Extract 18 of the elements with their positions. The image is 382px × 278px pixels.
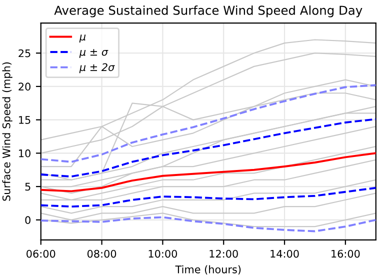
- y-axis-title: Surface Wind Speed (mph): [2, 62, 12, 201]
- y-tick-label: 5: [25, 182, 30, 191]
- x-axis-title: Time (hours): [175, 265, 241, 275]
- legend-label: μ ± 2σ: [79, 63, 115, 74]
- x-tick-label: 06:00: [26, 250, 56, 258]
- y-tick-label: 25: [18, 49, 30, 58]
- x-tick-label: 10:00: [148, 250, 178, 258]
- x-tick-label: 12:00: [210, 250, 238, 258]
- y-tick-label: 10: [19, 149, 30, 158]
- x-tick-label: 14:00: [270, 250, 299, 258]
- x-tick-label: 16:00: [332, 250, 360, 258]
- x-tick-label: 08:00: [87, 250, 116, 258]
- y-tick-label: 0: [25, 216, 30, 224]
- y-tick-label: 20: [18, 82, 30, 91]
- legend-label: μ: [79, 34, 86, 43]
- chart-title: Average Sustained Surface Wind Speed Along Day: [54, 5, 362, 18]
- y-tick-label: 15: [19, 116, 30, 124]
- legend-label: μ ± σ: [79, 49, 108, 58]
